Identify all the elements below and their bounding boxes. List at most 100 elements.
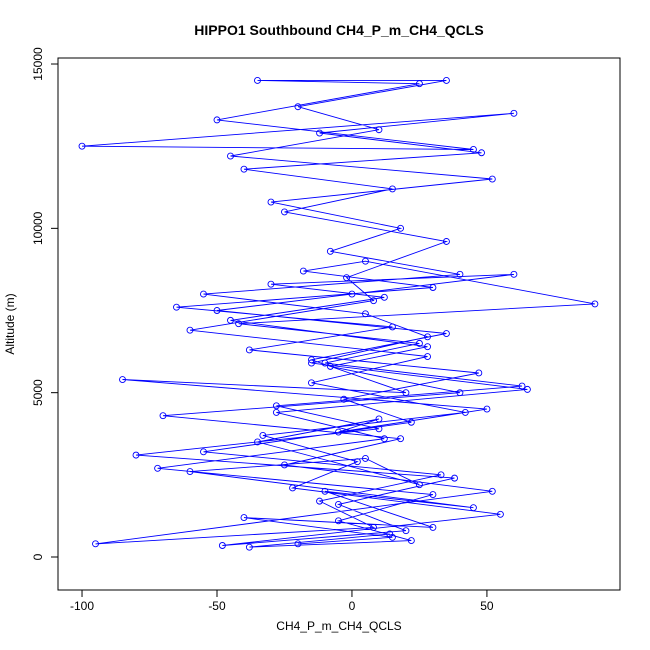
data-point <box>442 330 450 337</box>
data-point <box>321 359 329 367</box>
data-point <box>294 540 302 548</box>
data-point <box>456 270 464 278</box>
data-point <box>173 303 180 311</box>
data-point <box>240 165 248 173</box>
data-point <box>159 412 167 420</box>
data-point <box>326 362 334 370</box>
data-point <box>375 425 383 433</box>
data-point <box>254 438 261 446</box>
data-point <box>326 247 334 255</box>
data-point <box>375 126 383 134</box>
data-point <box>272 402 280 410</box>
data-point <box>299 267 307 275</box>
data-point <box>478 149 485 157</box>
data-point <box>442 76 450 84</box>
data-point <box>267 280 275 288</box>
data-point <box>281 208 288 216</box>
data-point <box>442 238 450 245</box>
data-point <box>213 116 221 124</box>
data-point <box>496 510 504 518</box>
data-point <box>259 431 267 439</box>
data-point <box>429 284 437 291</box>
data-point <box>254 76 261 84</box>
data-point <box>469 504 477 512</box>
data-point <box>186 326 194 334</box>
data-point <box>483 405 491 413</box>
data-point <box>294 103 302 111</box>
y-tick-label: 10000 <box>31 211 45 245</box>
data-point <box>227 152 234 160</box>
data-point <box>397 435 404 443</box>
data-point <box>340 395 348 403</box>
data-point <box>437 471 445 479</box>
data-point <box>370 523 378 531</box>
data-point <box>335 517 342 525</box>
data-point <box>397 224 404 232</box>
data-point <box>213 307 221 314</box>
y-axis-label: Altitude (m) <box>3 293 17 354</box>
data-point <box>362 454 369 462</box>
x-tick-label: -50 <box>208 599 226 613</box>
data-point <box>272 408 280 416</box>
data-point <box>245 543 253 551</box>
data-point <box>375 415 383 423</box>
data-point <box>456 389 464 397</box>
data-point <box>407 418 415 426</box>
data-point <box>429 523 437 531</box>
data-point <box>415 481 423 489</box>
y-tick-label: 5000 <box>31 379 45 406</box>
data-point <box>353 458 361 466</box>
data-point <box>308 359 315 367</box>
data-point <box>240 514 248 522</box>
chart-title: HIPPO1 Southbound CH4_P_m_CH4_QCLS <box>194 22 483 38</box>
data-point <box>523 385 531 393</box>
data-point <box>591 300 599 308</box>
data-point <box>488 175 496 183</box>
data-point <box>343 274 351 282</box>
data-point <box>119 376 126 383</box>
x-tick-label: -100 <box>70 599 94 613</box>
data-point <box>429 491 437 499</box>
data-point <box>424 333 431 341</box>
x-tick-label: 50 <box>480 599 494 613</box>
data-point <box>281 461 288 469</box>
x-axis-label: CH4_P_m_CH4_QCLS <box>276 619 401 633</box>
data-point <box>370 297 378 305</box>
data-point <box>200 448 207 456</box>
data-point <box>386 530 394 538</box>
y-tick-label: 15000 <box>31 47 45 81</box>
data-point <box>402 527 410 535</box>
data-point <box>510 270 518 278</box>
data-point <box>407 537 415 545</box>
data-point <box>388 323 396 331</box>
data-point <box>335 428 342 436</box>
data-point <box>154 464 162 472</box>
data-point <box>200 290 207 298</box>
x-tick-label: 0 <box>349 599 356 613</box>
plot-frame <box>57 57 621 591</box>
data-point <box>289 484 297 492</box>
data-line <box>81 79 595 548</box>
data-point <box>227 316 234 324</box>
data-point <box>92 540 99 548</box>
data-point <box>510 109 518 117</box>
data-point <box>245 346 253 354</box>
data-point <box>78 142 86 150</box>
data-point <box>451 474 458 482</box>
data-point <box>132 451 140 459</box>
data-point <box>321 487 329 495</box>
data-point <box>348 290 356 298</box>
data-point <box>475 369 483 377</box>
data-point <box>461 408 469 416</box>
data-point <box>335 500 342 508</box>
data-point <box>488 487 496 495</box>
data-point <box>308 356 315 364</box>
data-point <box>424 353 431 360</box>
data-point <box>518 382 526 390</box>
data-point <box>235 320 243 328</box>
data-point <box>415 339 423 347</box>
data-point <box>388 185 396 193</box>
data-point <box>415 80 423 88</box>
data-point <box>380 435 388 443</box>
